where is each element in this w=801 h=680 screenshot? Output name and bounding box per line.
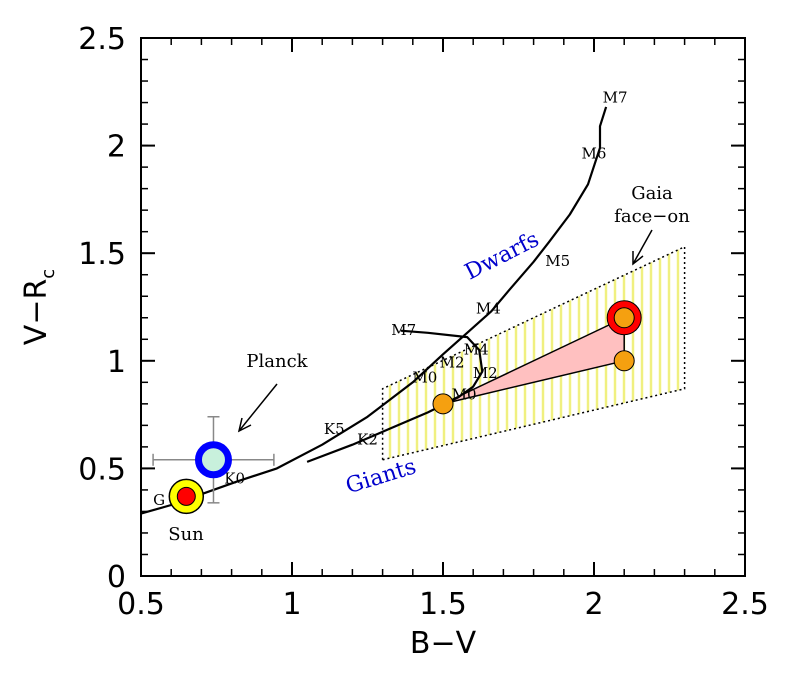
- giant-spectral-label: M7: [391, 321, 416, 339]
- dwarf-spectral-label: M2: [440, 353, 465, 371]
- x-tick-label: 1.5: [419, 587, 467, 622]
- giant-spectral-label: M0: [452, 386, 477, 404]
- plot-axes: 0.5 1 1.5 2 2.5 00.511.522.5 B−V V−Rc: [19, 22, 769, 661]
- x-axis-ticks: 0.5 1 1.5 2 2.5: [117, 38, 769, 622]
- y-tick-label: 1.5: [78, 237, 126, 272]
- dwarf-spectral-label: K0: [224, 469, 245, 487]
- giant-spectral-label: K2: [357, 431, 378, 449]
- y-tick-label: 1: [107, 345, 126, 380]
- gaia-hatched-region: [381, 245, 686, 461]
- sun-marker-inner: [176, 486, 196, 506]
- x-axis-label: B−V: [410, 626, 477, 661]
- gaia-triangle: [442, 316, 625, 405]
- dwarf-spectral-label: G: [153, 491, 165, 509]
- y-tick-label: 2: [107, 130, 126, 165]
- y-axis-label-sub: c: [38, 269, 59, 279]
- planck-arrow: [238, 383, 278, 432]
- planck-label: Planck: [246, 351, 308, 372]
- x-tick-label: 0.5: [117, 587, 165, 622]
- planck-marker: [194, 441, 232, 479]
- y-tick-label: 0: [107, 560, 126, 595]
- sequence-curves: [140, 106, 608, 515]
- x-tick-label: 2: [584, 587, 603, 622]
- y-axis-ticks: 0 0.5 1 1.5 2 2.5: [78, 22, 745, 595]
- giant-spectral-label: M4: [464, 340, 489, 358]
- y-tick-label: 2.5: [78, 22, 126, 57]
- gaia-point: [432, 393, 454, 415]
- gaia-label-line2: face−on: [614, 206, 690, 227]
- dwarf-spectral-label: M6: [582, 145, 607, 163]
- y-tick-label: 0.5: [78, 452, 126, 487]
- object-markers: [152, 300, 642, 515]
- dwarfs-label: Dwarfs: [461, 227, 543, 285]
- gaia-arrow: [632, 229, 653, 265]
- gaia-label-line1: Gaia: [631, 183, 673, 204]
- x-tick-label: 1: [282, 587, 301, 622]
- gaia-point: [613, 307, 635, 329]
- dwarf-spectral-label: M5: [545, 252, 570, 270]
- gaia-arrowhead: [632, 251, 644, 266]
- giants-sequence-line: [306, 329, 484, 463]
- gaia-point: [613, 350, 635, 372]
- planck-arrowhead: [237, 417, 252, 433]
- dwarfs-sequence-line: [140, 106, 608, 515]
- giant-spectral-label: M2: [473, 364, 498, 382]
- dwarf-spectral-label: M0: [412, 368, 437, 386]
- dwarf-spectral-label: M4: [476, 299, 501, 317]
- y-axis-label-main: V−R: [19, 279, 54, 346]
- dwarf-spectral-label: M7: [603, 89, 628, 107]
- sun-label: Sun: [168, 524, 204, 545]
- giants-label: Giants: [343, 454, 419, 499]
- gaia-region: [381, 245, 686, 461]
- y-axis-label: V−Rc: [19, 269, 59, 345]
- dwarf-spectral-label: K5: [324, 420, 345, 438]
- x-tick-label: 2.5: [721, 587, 769, 622]
